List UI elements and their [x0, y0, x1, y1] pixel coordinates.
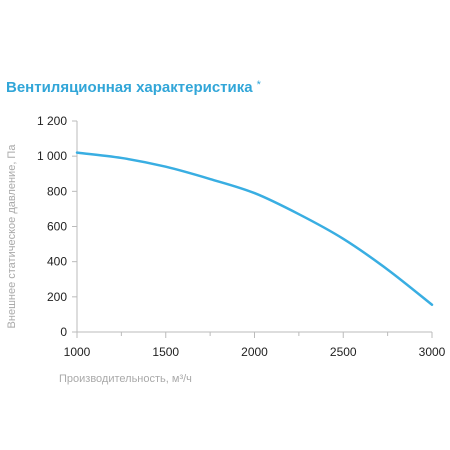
y-tick-label: 600: [47, 220, 67, 234]
y-tick-label: 800: [47, 184, 67, 198]
chart-title-mark: *: [256, 79, 261, 91]
y-tick-label: 1 200: [37, 114, 67, 128]
y-tick-label: 0: [60, 325, 67, 339]
x-tick-label: 1500: [152, 345, 179, 359]
x-tick-label: 2500: [330, 345, 357, 359]
y-axis-label: Внешнее статическое давление, Па: [6, 144, 18, 329]
y-tick-label: 200: [47, 290, 67, 304]
x-tick-label: 2000: [241, 345, 268, 359]
series-line: [75, 151, 434, 306]
x-axis-label: Производительность, м³/ч: [59, 373, 192, 385]
x-tick-label: 1000: [64, 345, 91, 359]
y-tick-label: 400: [47, 255, 67, 269]
chart-title-text: Вентиляционная характеристика: [6, 79, 253, 96]
chart-title: Вентиляционная характеристика *: [6, 79, 261, 96]
y-tick-label: 1 000: [37, 149, 67, 163]
x-tick-label: 3000: [419, 345, 446, 359]
